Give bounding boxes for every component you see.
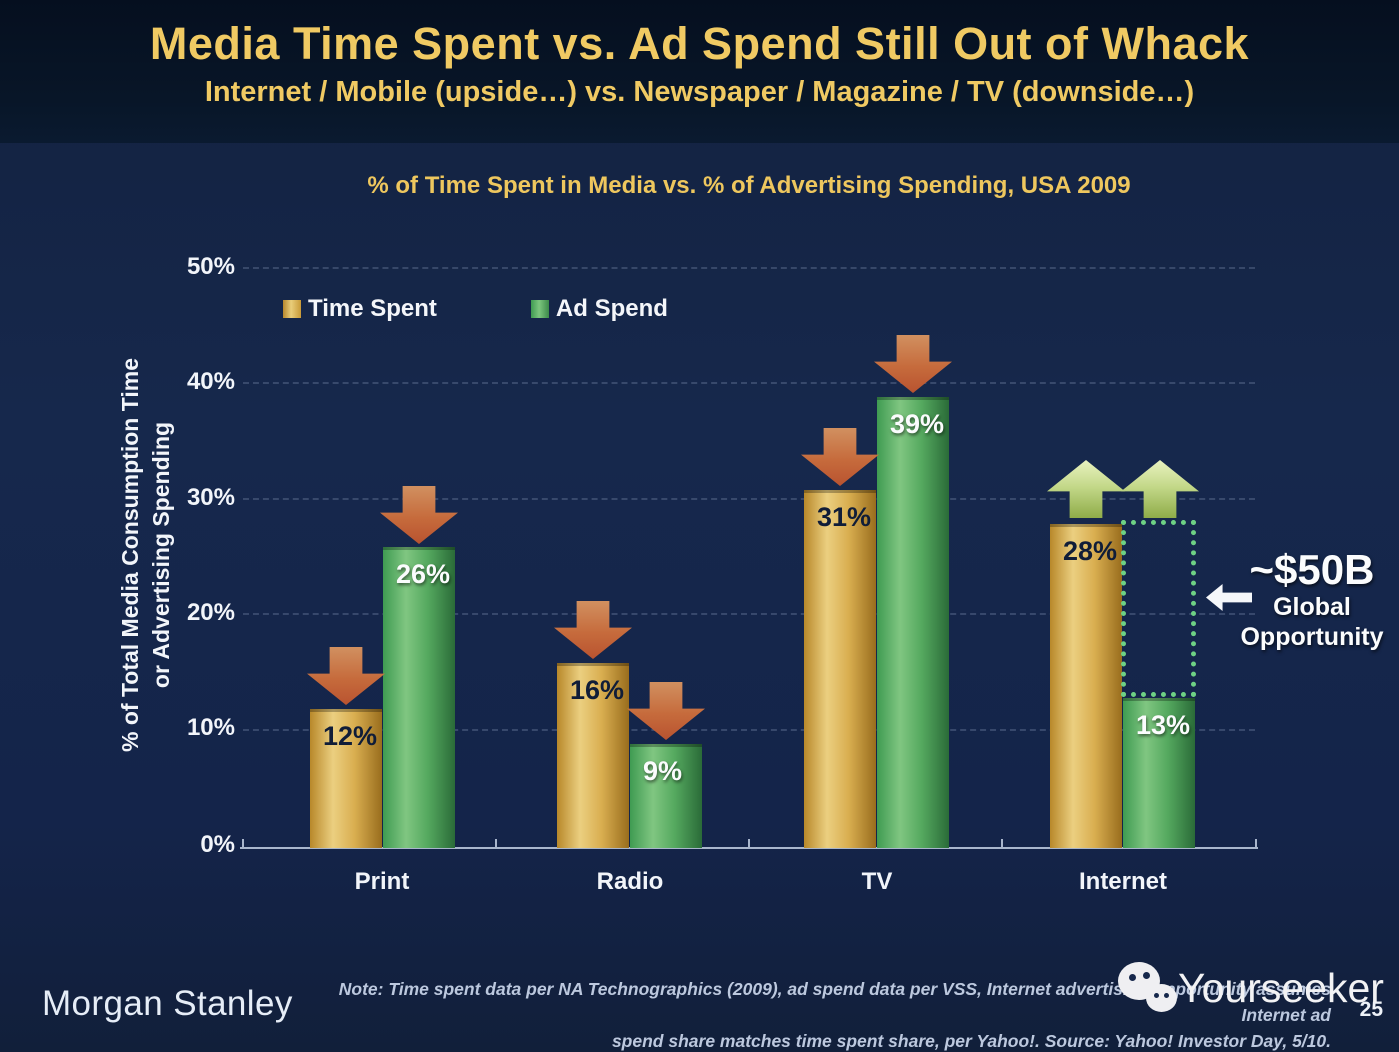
watermark: Yourseeker (1118, 960, 1384, 1016)
legend-swatch-green (530, 300, 549, 318)
bar-value-label: 28% (1063, 536, 1118, 566)
down-arrow-icon (627, 682, 705, 740)
x-axis-line (240, 847, 1258, 849)
bar-value-label: 9% (643, 756, 683, 786)
y-tick-20: 20% (186, 599, 235, 626)
gridline-20 (243, 613, 1255, 615)
category-label-radio: Radio (596, 868, 664, 895)
page-number: 25 (1359, 998, 1383, 1021)
up-arrow-icon (1121, 460, 1199, 518)
opportunity-dotted-box (1121, 520, 1196, 697)
bar-tv-time-spent: 31% (804, 490, 876, 848)
x-axis-tick (1001, 839, 1003, 848)
bar-value-label: 26% (396, 559, 451, 589)
legend-label-time-spent: Time Spent (308, 295, 437, 322)
category-label-print: Print (354, 868, 410, 895)
y-tick-50: 50% (186, 253, 235, 280)
x-axis-tick (748, 839, 750, 848)
morgan-stanley-logo: Morgan Stanley (42, 984, 293, 1023)
bar-print-ad-spend: 26% (383, 547, 455, 848)
bar-tv-ad-spend: 39% (877, 397, 949, 848)
bar-value-label: 12% (323, 721, 378, 751)
y-axis-title: % of Total Media Consumption Time or Adv… (115, 275, 185, 835)
legend: Time Spent Ad Spend (283, 295, 668, 323)
y-axis-title-line1: % of Total Media Consumption Time (117, 358, 143, 752)
bar-radio-time-spent: 16% (557, 663, 629, 848)
legend-label-ad-spend: Ad Spend (555, 295, 668, 322)
legend-swatch-gold (283, 300, 301, 318)
y-tick-10: 10% (186, 714, 235, 741)
bar-radio-ad-spend: 9% (630, 744, 702, 848)
bar-value-label: 31% (817, 502, 872, 532)
bar-internet-ad-spend: 13% (1123, 698, 1195, 848)
bar-value-label: 13% (1136, 710, 1191, 740)
legend-item-ad-spend: Ad Spend (530, 295, 668, 323)
source-note-line1: Note: Time spent data per NA Technograph… (338, 979, 1331, 1025)
bar-internet-time-spent: 28% (1050, 524, 1122, 848)
opportunity-annotation: ~$50B Global Opportunity (1232, 548, 1392, 652)
down-arrow-icon (380, 486, 458, 544)
watermark-text: Yourseeker (1178, 964, 1384, 1011)
slide-title: Media Time Spent vs. Ad Spend Still Out … (149, 18, 1250, 69)
bar-value-label: 39% (890, 409, 945, 439)
source-note: Note: Time spent data per NA Technograph… (271, 976, 1331, 1052)
slide-header: Media Time Spent vs. Ad Spend Still Out … (0, 0, 1399, 143)
wechat-icon (1118, 960, 1180, 1016)
gridline-40 (243, 382, 1255, 384)
bar-print-time-spent: 12% (310, 709, 382, 848)
x-axis-tick (1255, 839, 1257, 848)
gridline-50 (243, 267, 1255, 269)
down-arrow-icon (801, 428, 879, 486)
down-arrow-icon (307, 647, 385, 705)
bar-value-label: 16% (570, 675, 625, 705)
y-axis-title-line2: or Advertising Spending (148, 421, 174, 689)
legend-item-time-spent: Time Spent (283, 295, 437, 323)
opportunity-value: ~$50B (1249, 546, 1375, 593)
down-arrow-icon (554, 601, 632, 659)
up-arrow-icon (1047, 460, 1125, 518)
chart-title: % of Time Spent in Media vs. % of Advert… (367, 172, 1131, 199)
slide-subtitle: Internet / Mobile (upside…) vs. Newspape… (204, 76, 1195, 108)
y-tick-30: 30% (186, 484, 235, 511)
down-arrow-icon (874, 335, 952, 393)
x-axis-tick (495, 839, 497, 848)
opportunity-line3: Opportunity (1240, 623, 1384, 651)
gridline-10 (243, 729, 1255, 731)
x-axis-tick (242, 839, 244, 848)
y-tick-0: 0% (200, 831, 235, 858)
category-label-internet: Internet (1078, 868, 1167, 895)
opportunity-line2: Global (1273, 593, 1351, 621)
gridline-30 (243, 498, 1255, 500)
source-note-line2: spend share matches time spent share, pe… (611, 1031, 1331, 1051)
y-tick-40: 40% (186, 368, 235, 395)
category-label-tv: TV (861, 868, 893, 895)
